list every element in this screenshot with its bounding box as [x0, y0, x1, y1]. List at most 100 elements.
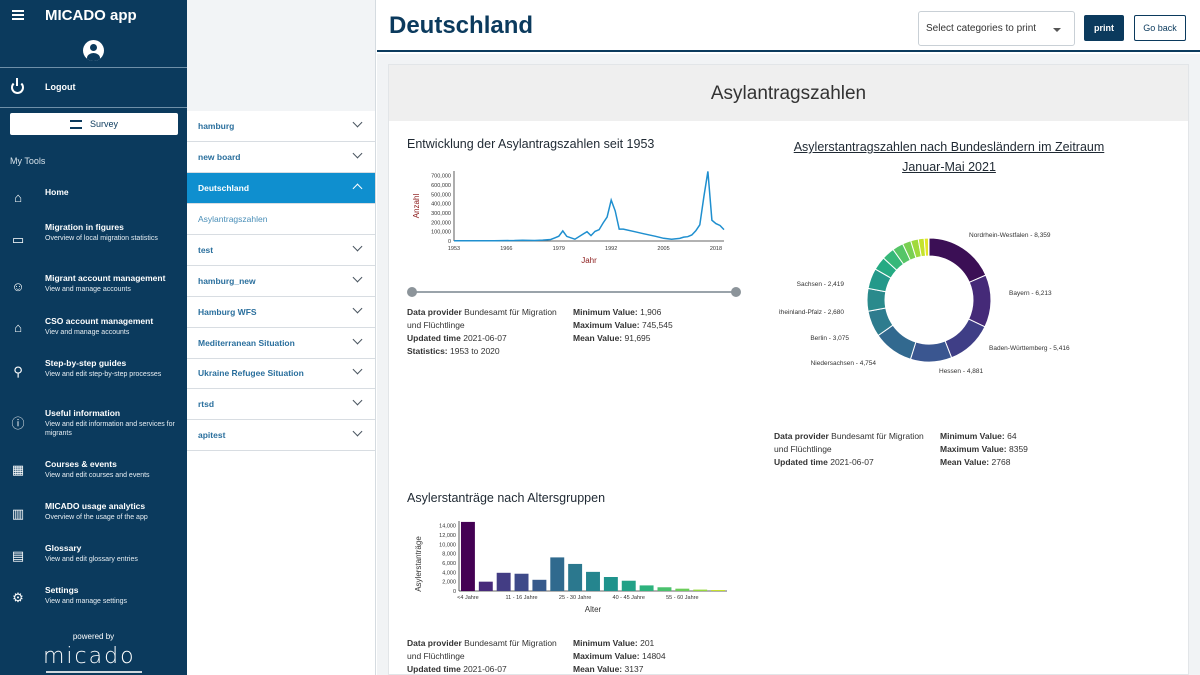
- card-title: Asylantragszahlen: [389, 65, 1188, 121]
- chart-card-icon: ▭: [11, 232, 25, 247]
- print-category-select[interactable]: Select categories to print: [918, 11, 1075, 46]
- sidebar-item-title: Home: [45, 187, 69, 197]
- meta-value: Bundesamt für Migration und Flüchtlinge: [407, 307, 557, 330]
- info-icon: ⓘ: [11, 416, 25, 431]
- sidebar-item-title: Useful information: [45, 408, 121, 418]
- sidebar-item-subtitle: View and edit courses and events: [45, 472, 150, 479]
- meta-value: 14804: [641, 651, 666, 661]
- slice-label: Rheinland-Pfalz - 2,680: [779, 309, 844, 316]
- range-slider-handle-end[interactable]: [731, 287, 741, 297]
- board-item-mediterranean[interactable]: Mediterranean Situation: [187, 328, 375, 359]
- meta-label: Maximum Value:: [573, 320, 640, 330]
- meta-label: Maximum Value:: [940, 444, 1007, 454]
- page-title: Deutschland: [389, 12, 534, 39]
- board-item-rtsd[interactable]: rtsd: [187, 389, 375, 420]
- sidebar-item-glossary[interactable]: ▤ Glossary View and edit glossary entrie…: [0, 543, 187, 583]
- meta-value: 201: [640, 638, 655, 648]
- meta-value: 3137: [624, 664, 644, 674]
- meta-value: 64: [1007, 431, 1017, 441]
- dashboard-card: Asylantragszahlen Entwicklung der Asylan…: [388, 64, 1189, 675]
- bar: [460, 521, 475, 591]
- meta-value: Bundesamt für Migration und Flüchtlinge: [774, 431, 924, 454]
- bar-chart: 0 2,000 4,000 6,000 8,000 10,000 12,000 14,000 <…: [414, 521, 727, 614]
- bar: [603, 577, 618, 591]
- sidebar-item-title: CSO account management: [45, 316, 154, 326]
- board-item-hamburg[interactable]: hamburg: [187, 111, 375, 142]
- x-tick-label: 1992: [605, 246, 617, 252]
- sidebar-item-home[interactable]: ⌂ Home: [0, 187, 187, 227]
- sidebar-item-subtitle: View and edit glossary entries: [45, 556, 138, 563]
- donut-chart-title[interactable]: Asylerstantragszahlen nach Bundesländern…: [793, 140, 1105, 174]
- y-tick-label: 4,000: [442, 570, 456, 576]
- meta-value: 2768: [991, 457, 1011, 467]
- donut-chart-provider: Data provider Bundesamt für Migration un…: [774, 430, 939, 469]
- meta-value: Bundesamt für Migration und Flüchtlinge: [407, 638, 557, 661]
- bar: [639, 585, 654, 591]
- chevron-down-icon: [352, 272, 363, 283]
- board-item-hamburg-new[interactable]: hamburg_new: [187, 266, 375, 297]
- board-label: Mediterranean Situation: [198, 338, 295, 348]
- sidebar-item-settings[interactable]: ⚙ Settings View and manage settings: [0, 585, 187, 625]
- board-item-ukraine[interactable]: Ukraine Refugee Situation: [187, 358, 375, 389]
- bar-chart-icon: ▥: [11, 506, 25, 521]
- sidebar-item-useful-information[interactable]: ⓘ Useful information View and edit infor…: [0, 408, 187, 448]
- powered-by-text: powered by: [72, 632, 115, 641]
- signpost-icon: ⚲: [13, 364, 23, 379]
- survey-button[interactable]: Survey: [10, 113, 178, 135]
- sidebar-header: MICADO app: [0, 0, 187, 68]
- y-tick-label: 500,000: [431, 192, 451, 198]
- slice-label: Niedersachsen - 4,754: [811, 360, 877, 367]
- menu-icon[interactable]: [12, 10, 24, 20]
- board-subitem-asylantragszahlen[interactable]: Asylantragszahlen: [187, 204, 375, 235]
- go-back-button[interactable]: Go back: [1134, 15, 1186, 41]
- print-button[interactable]: print: [1084, 15, 1124, 41]
- y-axis-label: Asylerstanträge: [414, 536, 423, 592]
- y-tick-label: 12,000: [439, 533, 456, 539]
- sidebar-item-title: MICADO usage analytics: [45, 501, 146, 511]
- sidebar-item-migration-in-figures[interactable]: ▭ Migration in figures Overview of local…: [0, 222, 187, 262]
- range-slider-handle-start[interactable]: [407, 287, 417, 297]
- board-item-test[interactable]: test: [187, 235, 375, 266]
- meta-label: Updated time: [407, 333, 461, 343]
- chevron-down-icon: [352, 395, 363, 406]
- x-tick-label: 25 - 30 Jahre: [559, 595, 591, 601]
- board-label: hamburg: [198, 121, 235, 131]
- chevron-down-icon: [352, 334, 363, 345]
- sidebar-item-title: Migrant account management: [45, 273, 166, 283]
- bar: [693, 589, 708, 591]
- bar-chart-stats: Minimum Value: 201 Maximum Value: 14804 …: [573, 637, 666, 675]
- y-tick-label: 6,000: [442, 561, 456, 567]
- board-item-new-board[interactable]: new board: [187, 142, 375, 173]
- board-item-apitest[interactable]: apitest: [187, 420, 375, 451]
- meta-value: 8359: [1008, 444, 1028, 454]
- range-slider[interactable]: [407, 287, 741, 297]
- sidebar-item-courses-events[interactable]: ▦ Courses & events View and edit courses…: [0, 459, 187, 499]
- boards-panel: hamburg new board Deutschland Asylantrag…: [187, 0, 376, 675]
- sidebar-item-migrant-accounts[interactable]: ☺ Migrant account management View and ma…: [0, 273, 187, 313]
- logout-button[interactable]: Logout: [0, 68, 187, 108]
- meta-label: Minimum Value:: [573, 307, 638, 317]
- donut-slice: [928, 237, 987, 284]
- bar-chart-title: Asylerstanträge nach Altersgruppen: [407, 491, 606, 505]
- board-item-hamburg-wfs[interactable]: Hamburg WFS: [187, 297, 375, 328]
- slice-label: Sachsen - 2,419: [797, 281, 845, 288]
- x-tick-label: 55 - 60 Jahre: [666, 595, 698, 601]
- sidebar-item-cso-accounts[interactable]: ⌂ CSO account management Viev and manage…: [0, 316, 187, 356]
- meta-value: 1953 to 2020: [450, 346, 500, 356]
- board-item-deutschland[interactable]: Deutschland: [187, 173, 375, 204]
- y-tick-label: 0: [453, 589, 456, 595]
- logout-label: Logout: [45, 82, 76, 92]
- my-tools-heading: My Tools: [10, 156, 46, 166]
- y-tick-label: 2,000: [442, 580, 456, 586]
- y-tick-label: 700,000: [431, 174, 451, 180]
- sidebar-item-step-by-step[interactable]: ⚲ Step-by-step guides View and edit step…: [0, 358, 187, 398]
- user-avatar-icon[interactable]: [83, 40, 104, 61]
- board-sublabel: Asylantragszahlen: [198, 214, 268, 224]
- sidebar-item-usage-analytics[interactable]: ▥ MICADO usage analytics Overview of the…: [0, 501, 187, 541]
- board-label: new board: [198, 152, 241, 162]
- meta-label: Data provider: [407, 307, 462, 317]
- meta-label: Mean Value:: [573, 664, 623, 674]
- donut-slice: [967, 274, 992, 328]
- board-label: test: [198, 245, 214, 255]
- board-label: apitest: [198, 430, 226, 440]
